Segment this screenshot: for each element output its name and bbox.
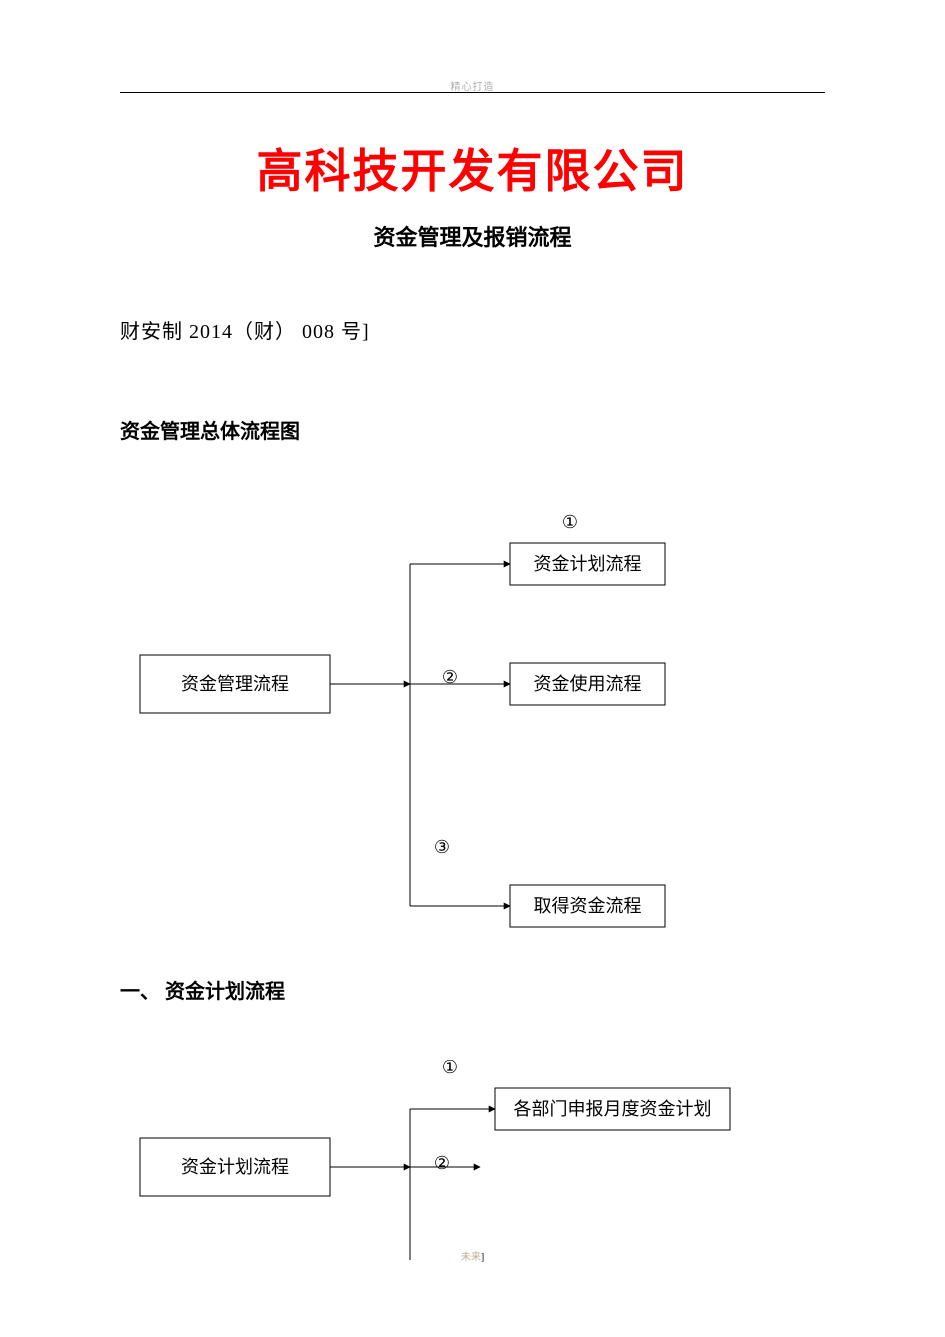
- svg-text:②: ②: [442, 667, 458, 687]
- section-heading-1: 资金管理总体流程图: [120, 415, 300, 444]
- header-rule: [120, 92, 825, 93]
- company-title: 高科技开发有限公司: [120, 135, 825, 201]
- svg-text:①: ①: [442, 1060, 458, 1077]
- svg-text:资金计划流程: 资金计划流程: [181, 1157, 289, 1177]
- svg-text:②: ②: [434, 1153, 450, 1173]
- section-heading-2: 一、 资金计划流程: [120, 975, 285, 1004]
- svg-text:各部门申报月度资金计划: 各部门申报月度资金计划: [514, 1099, 712, 1119]
- flowchart-overall: 资金管理流程 资金计划流程 ① 资金使用流程 ② 取得资金流程 ③: [120, 495, 825, 945]
- header-watermark: 精心打造: [120, 78, 825, 93]
- svg-text:①: ①: [562, 512, 578, 532]
- svg-text:资金计划流程: 资金计划流程: [534, 554, 642, 574]
- footer-watermark: 未来]: [120, 1248, 825, 1263]
- document-number: 财安制 2014（财） 008 号]: [120, 315, 370, 344]
- document-subtitle: 资金管理及报销流程: [120, 220, 825, 252]
- flowchart-plan-svg: 资金计划流程 各部门申报月度资金计划 ① ②: [120, 1060, 825, 1270]
- flowchart-plan: 资金计划流程 各部门申报月度资金计划 ① ②: [120, 1060, 825, 1270]
- svg-text:资金管理流程: 资金管理流程: [181, 674, 289, 694]
- page-container: 精心打造 高科技开发有限公司 资金管理及报销流程 财安制 2014（财） 008…: [120, 0, 825, 1337]
- svg-text:取得资金流程: 取得资金流程: [534, 896, 642, 916]
- svg-text:资金使用流程: 资金使用流程: [534, 674, 642, 694]
- flowchart-overall-svg: 资金管理流程 资金计划流程 ① 资金使用流程 ② 取得资金流程 ③: [120, 495, 825, 945]
- svg-text:③: ③: [434, 837, 450, 857]
